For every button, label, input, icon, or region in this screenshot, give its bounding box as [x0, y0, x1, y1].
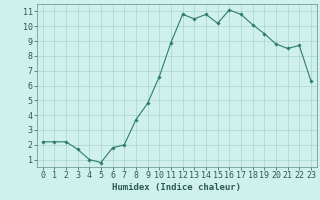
X-axis label: Humidex (Indice chaleur): Humidex (Indice chaleur): [112, 183, 241, 192]
